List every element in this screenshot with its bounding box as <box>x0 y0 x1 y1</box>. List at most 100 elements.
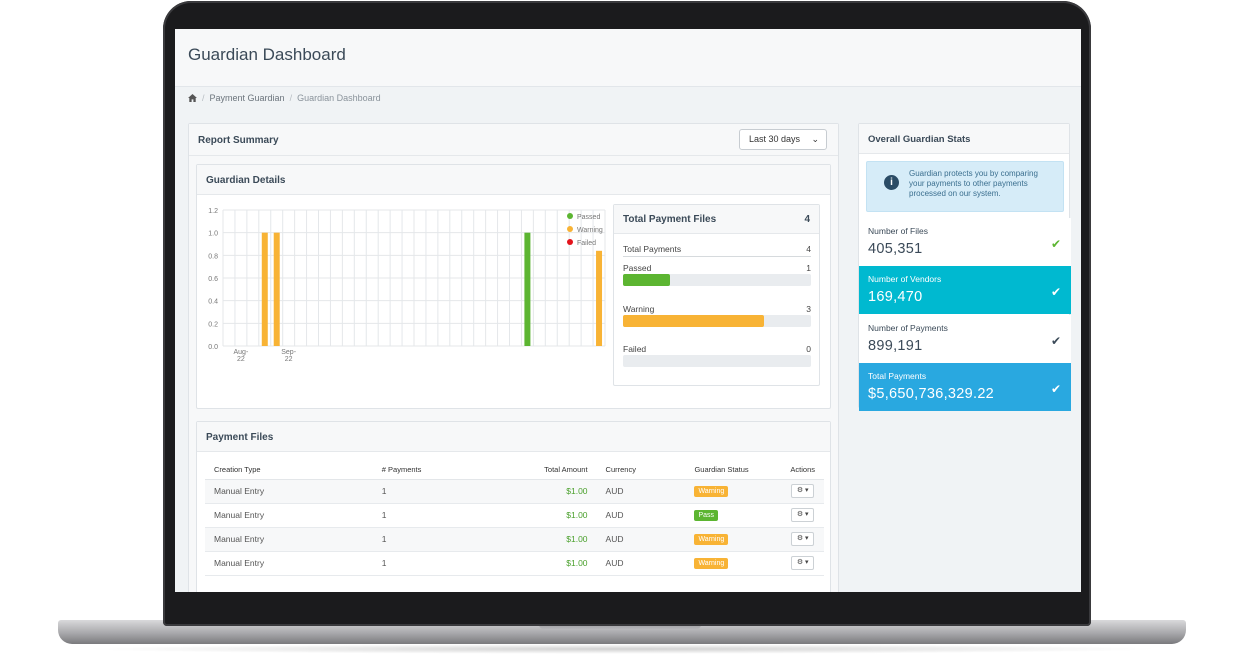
column-header[interactable]: # Payments <box>372 461 493 480</box>
table-row[interactable]: Manual Entry 1 $1.00 AUD Warning ⚙ ▾ <box>205 479 824 504</box>
table-row[interactable]: Manual Entry 1 $1.00 AUD Pass ⚙ ▾ <box>205 503 824 528</box>
page-title: Guardian Dashboard <box>188 45 346 64</box>
breadcrumb-payment-guardian[interactable]: Payment Guardian <box>209 93 285 103</box>
stat-tile: Number of Files 405,351 ✔ <box>859 218 1071 266</box>
column-header: Actions <box>781 461 824 480</box>
breadcrumb-current: Guardian Dashboard <box>297 93 381 103</box>
guardian-status-cell: Warning <box>685 551 782 576</box>
stat-label: Total Payments <box>868 371 927 381</box>
page-header: Guardian Dashboard <box>175 29 1081 87</box>
total-amount-cell: $1.00 <box>492 527 597 552</box>
check-icon: ✔ <box>1050 237 1061 251</box>
actions-cell: ⚙ ▾ <box>781 527 824 552</box>
passed-progress-fill <box>623 274 670 286</box>
gear-icon: ⚙ <box>796 487 804 494</box>
screen: Guardian Dashboard / Payment Guardian / … <box>175 29 1081 592</box>
stat-tile: Number of Vendors 169,470 ✔ <box>859 266 1071 314</box>
payment-files-table: Creation Type # Payments Total Amount Cu… <box>205 461 824 576</box>
breadcrumb-separator: / <box>289 93 293 103</box>
guardian-status-cell: Pass <box>685 503 782 528</box>
actions-dropdown-button[interactable]: ⚙ ▾ <box>791 532 815 546</box>
guardian-status-cell: Warning <box>685 527 782 552</box>
caret-down-icon: ▾ <box>805 511 809 518</box>
y-tick-label: 0.2 <box>208 321 218 328</box>
laptop-shadow <box>80 644 1164 654</box>
creation-type-cell: Manual Entry <box>205 503 373 528</box>
y-tick-label: 0.6 <box>208 276 218 283</box>
actions-cell: ⚙ ▾ <box>781 479 824 504</box>
x-tick-label: Aug- <box>234 349 249 356</box>
actions-cell: ⚙ ▾ <box>781 503 824 528</box>
payments-count-cell: 1 <box>372 527 493 552</box>
currency-cell: AUD <box>596 527 686 552</box>
payment-files-card: Payment Files Creation Type # Payments T… <box>196 421 831 592</box>
column-header[interactable]: Total Amount <box>492 461 597 480</box>
stat-value: 899,191 <box>868 338 923 354</box>
divider <box>623 256 811 257</box>
stat-value: 169,470 <box>868 289 923 305</box>
total-payment-files-count: 4 <box>804 214 810 225</box>
column-header[interactable]: Currency <box>596 461 686 480</box>
breadcrumb: / Payment Guardian / Guardian Dashboard <box>188 93 381 103</box>
check-icon: ✔ <box>1050 285 1061 299</box>
total-payments-label: Total Payments <box>623 244 682 254</box>
actions-cell: ⚙ ▾ <box>781 551 824 576</box>
report-summary-title: Report Summary <box>189 124 838 156</box>
status-badge: Warning <box>694 558 729 569</box>
passed-label: Passed <box>623 263 652 273</box>
payments-count-cell: 1 <box>372 479 493 504</box>
caret-down-icon: ▾ <box>805 487 809 494</box>
stat-label: Number of Vendors <box>868 274 942 284</box>
failed-label: Failed <box>623 344 647 354</box>
chart-bar-warning <box>261 232 268 346</box>
stat-label: Number of Payments <box>868 323 948 333</box>
status-badge: Warning <box>694 486 729 497</box>
legend-label: Failed <box>577 240 596 247</box>
legend-marker <box>567 239 573 245</box>
total-payment-files-card: Total Payment Files 4 Total Payments 4 P… <box>613 204 820 386</box>
actions-dropdown-button[interactable]: ⚙ ▾ <box>791 556 815 570</box>
warning-progress-bar <box>623 315 811 327</box>
x-tick-label: Sep- <box>281 349 296 356</box>
chart-bar-warning <box>596 250 603 346</box>
caret-down-icon: ▾ <box>805 535 809 542</box>
status-badge: Pass <box>694 510 719 521</box>
actions-dropdown-button[interactable]: ⚙ ▾ <box>791 484 815 498</box>
payments-count-cell: 1 <box>372 503 493 528</box>
caret-down-icon: ▾ <box>805 559 809 566</box>
date-range-select[interactable]: Last 30 days ⌄ <box>739 129 827 150</box>
info-alert: i Guardian protects you by comparing you… <box>866 161 1064 212</box>
check-icon: ✔ <box>1050 382 1061 396</box>
warning-progress-fill <box>623 315 764 327</box>
gear-icon: ⚙ <box>796 559 804 566</box>
column-header[interactable]: Creation Type <box>205 461 373 480</box>
guardian-chart: 1.21.00.80.60.40.20.0Aug-22Sep-22PassedW… <box>208 208 606 363</box>
total-payment-files-title: Total Payment Files <box>623 214 717 225</box>
x-tick-label: 22 <box>237 356 245 363</box>
actions-dropdown-button[interactable]: ⚙ ▾ <box>791 508 815 522</box>
legend-marker <box>567 226 573 232</box>
breadcrumb-separator: / <box>202 93 205 103</box>
total-payment-files-header: Total Payment Files 4 <box>614 205 819 234</box>
table-row[interactable]: Manual Entry 1 $1.00 AUD Warning ⚙ ▾ <box>205 551 824 576</box>
total-amount-cell: $1.00 <box>492 551 597 576</box>
y-tick-label: 0.8 <box>208 253 218 260</box>
y-tick-label: 0.0 <box>208 344 218 351</box>
passed-row: Passed 1 <box>623 263 811 273</box>
passed-progress-bar <box>623 274 811 286</box>
passed-value: 1 <box>806 263 811 273</box>
y-tick-label: 1.2 <box>208 208 218 215</box>
gear-icon: ⚙ <box>796 511 804 518</box>
table-row[interactable]: Manual Entry 1 $1.00 AUD Warning ⚙ ▾ <box>205 527 824 552</box>
legend-marker <box>567 213 573 219</box>
info-icon: i <box>884 175 899 190</box>
column-header[interactable]: Guardian Status <box>685 461 782 480</box>
guardian-details-title: Guardian Details <box>197 165 830 195</box>
y-tick-label: 1.0 <box>208 231 218 238</box>
home-icon[interactable] <box>188 94 197 102</box>
chevron-down-icon: ⌄ <box>811 134 819 144</box>
y-tick-label: 0.4 <box>208 299 218 306</box>
failed-row: Failed 0 <box>623 344 811 354</box>
stat-label: Number of Files <box>868 226 928 236</box>
